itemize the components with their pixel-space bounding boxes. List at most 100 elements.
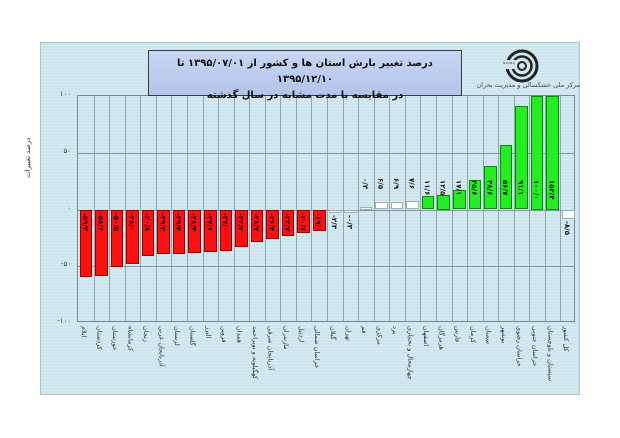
- bar-value-label: -۲۳/۷: [283, 212, 292, 231]
- x-category-label: لرستان: [173, 326, 182, 346]
- x-category-label: اصفهان: [422, 326, 431, 347]
- grid-line-horizontal: [78, 266, 574, 268]
- grid-line-vertical: [482, 96, 484, 321]
- grid-line-vertical: [327, 96, 328, 321]
- y-tick-label: -۱۰۰: [57, 317, 71, 325]
- grid-line-vertical: [529, 96, 531, 321]
- bar-15: [297, 209, 310, 233]
- bar-16: [312, 209, 326, 232]
- grid-line-vertical: [280, 96, 282, 321]
- x-category-label: تهران: [344, 326, 353, 341]
- bar-value-label: ۱۱/۶: [423, 179, 432, 195]
- bar-value-label: ۱۵۲/۴: [547, 179, 556, 200]
- bar-value-label: -۳۸/۴: [189, 212, 198, 231]
- bar-12: [250, 209, 264, 243]
- bar-value-label: -۲/۳: [329, 214, 338, 229]
- bar-value-label: -۵۸/۶: [96, 212, 105, 231]
- bar-6: [157, 209, 170, 255]
- x-category-label: کل کشور: [562, 326, 571, 352]
- bar-value-label: -۲۸/۷: [251, 212, 260, 231]
- bar-17: [328, 209, 342, 213]
- bar-value-label: -۱۹/۰: [314, 212, 323, 231]
- x-category-label: قم: [359, 326, 368, 334]
- grid-line-vertical: [186, 96, 188, 321]
- bar-9: [204, 209, 217, 253]
- bar-25: [453, 190, 466, 210]
- bar-value-label: ۱۰۰/۰: [532, 179, 541, 200]
- grid-line-vertical: [513, 96, 515, 321]
- x-category-label: ایلام: [79, 326, 88, 338]
- grid-line-vertical: [124, 96, 126, 321]
- bar-20: [375, 202, 388, 210]
- bar-10: [219, 209, 233, 252]
- bar-value-label: ۹۱/۱: [516, 179, 525, 195]
- bar-32: [561, 209, 575, 219]
- bar-value-label: -۸/۵: [563, 220, 572, 235]
- bar-19: [359, 206, 373, 210]
- bar-27: [484, 165, 497, 210]
- bar-value-label: -۵۹/۳: [80, 212, 89, 231]
- x-category-label: خراسان شمالی: [313, 326, 322, 369]
- chart-title-box: درصد تغییر بارش استان ها و کشور از ۱۳۹۵/…: [148, 50, 462, 101]
- x-category-label: کردستان: [95, 326, 104, 350]
- bar-31: [546, 96, 559, 210]
- bar-value-label: ۱۲/۵: [438, 179, 447, 195]
- logo-caption: مرکز ملی خشکسالی و مدیریت بحران: [476, 81, 580, 89]
- chart-title-line2: در مقایسه با مدت مشابه در سال گذشته: [206, 90, 404, 101]
- x-category-label: گیلان: [328, 326, 337, 340]
- grid-line-vertical: [109, 96, 111, 321]
- grid-line-vertical: [249, 96, 251, 321]
- bar-1: [79, 209, 93, 277]
- y-axis-label: درصد تغییرات: [24, 137, 32, 178]
- grid-line-vertical: [404, 96, 406, 321]
- bar-5: [141, 209, 155, 256]
- grid-line-vertical: [358, 96, 360, 321]
- grid-line-vertical: [451, 96, 453, 321]
- bar-28: [499, 145, 513, 210]
- x-category-label: هرمزگان: [437, 326, 446, 350]
- grid-line-vertical: [560, 96, 562, 321]
- bar-4: [126, 209, 139, 264]
- bar-value-label: ۵۶/۷: [500, 179, 509, 195]
- x-category-label: قزوین: [219, 326, 228, 343]
- bar-2: [95, 209, 108, 276]
- x-category-label: سمنان: [484, 326, 493, 344]
- svg-text:N.D.M.C: N.D.M.C: [503, 61, 515, 65]
- x-category-label: چهارمحال و بختیاری: [406, 326, 415, 380]
- grid-line-vertical: [311, 96, 313, 321]
- bar-value-label: -۲۰/۶: [298, 212, 307, 231]
- bar-value-label: ۰/۳: [360, 177, 369, 189]
- grid-line-vertical: [202, 96, 204, 321]
- bar-18: [344, 209, 357, 213]
- bar-11: [235, 209, 248, 248]
- x-category-label: مرکزی: [375, 326, 384, 345]
- bar-value-label: -۲۶/۴: [267, 212, 276, 231]
- y-tick-label: ۵۰: [63, 146, 71, 155]
- y-tick-label: -۵۰: [60, 260, 71, 269]
- chart-frame: [40, 42, 580, 395]
- bar-value-label: -۳۷/۰: [220, 212, 229, 231]
- x-category-label: زنجان: [142, 326, 151, 342]
- x-category-label: کهگیلویه و بویراحمد: [250, 326, 259, 380]
- grid-line-vertical: [389, 96, 391, 321]
- x-category-label: فارس: [453, 326, 462, 343]
- grid-line-vertical: [264, 96, 266, 321]
- grid-line-vertical: [420, 96, 422, 321]
- bar-29: [515, 106, 528, 210]
- x-category-label: کرمانشاه: [126, 326, 135, 352]
- chart-title-line1: درصد تغییر بارش استان ها و کشور از ۱۳۹۵/…: [177, 58, 433, 85]
- bar-26: [468, 180, 482, 210]
- bar-value-label: -۴۸/۰: [127, 212, 136, 231]
- x-category-label: خراسان رضوی: [515, 326, 524, 367]
- bar-8: [188, 209, 201, 254]
- grid-line-vertical: [233, 96, 235, 321]
- x-category-label: مازندران: [282, 326, 291, 350]
- grid-line-vertical: [373, 96, 375, 321]
- grid-line-vertical: [342, 96, 344, 321]
- bar-value-label: ۲۵/۶: [469, 179, 478, 195]
- bar-value-label: -۳۹/۴: [174, 212, 183, 231]
- bar-value-label: ۳۸/۶: [485, 179, 494, 195]
- bar-30: [530, 96, 544, 210]
- bar-3: [110, 209, 124, 267]
- x-category-label: کرمان: [468, 326, 477, 343]
